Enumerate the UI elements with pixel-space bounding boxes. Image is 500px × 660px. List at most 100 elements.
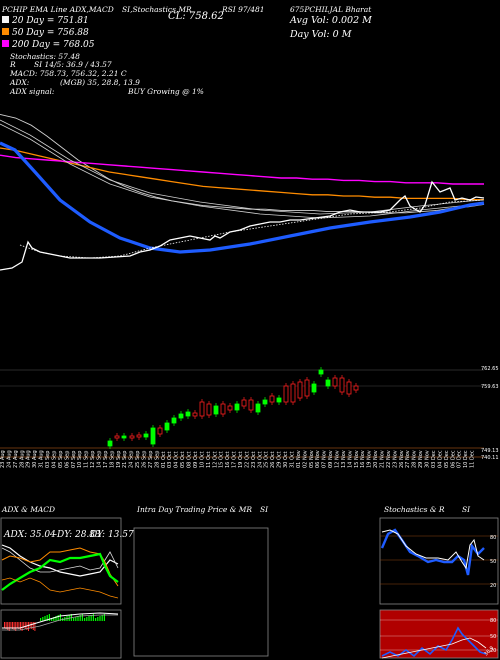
x-tick-label: 06 Sep <box>64 451 70 468</box>
x-tick-label: 29 Nov <box>418 450 424 468</box>
candle-body <box>290 383 296 403</box>
macd-histogram-bar <box>88 616 90 621</box>
candle-body <box>276 397 282 403</box>
x-tick-label: 29 Aug <box>26 450 32 468</box>
adx-values: (MGB) 35, 28.8, 13.9 <box>60 78 140 87</box>
macd-histogram-bar <box>7 622 9 630</box>
x-tick-label: 26 Sep <box>142 451 148 468</box>
macd-histogram-bar <box>31 622 33 629</box>
x-tick-label: 01 Nov <box>296 450 302 468</box>
x-tick-label: 17 Sep <box>103 451 109 468</box>
x-tick-label: 05 Sep <box>58 451 64 468</box>
x-tick-label: 03 Dec <box>431 450 437 468</box>
candle-body <box>157 427 163 435</box>
x-tick-label: 26 Nov <box>399 450 405 468</box>
header-line1-mid: SI,Stochastics,MR <box>122 5 192 14</box>
rsi-readout: SI 14/5: 36.9 / 43.57 <box>34 60 112 69</box>
adx-lines <box>1 544 119 599</box>
x-tick-label: 24 Sep <box>129 451 135 468</box>
x-tick-label: 15 Oct <box>219 451 225 468</box>
adx-orange-lower <box>1 577 119 599</box>
macd-histogram-bar <box>46 615 48 621</box>
macd-histogram-bar <box>24 622 26 629</box>
stoch-y-label: 80 <box>490 535 496 541</box>
y-tick-label: 762.65 <box>481 366 499 372</box>
signal-dotted-line <box>19 199 485 259</box>
x-tick-label: 21 Nov <box>380 450 386 468</box>
macd-histogram-bar <box>92 614 94 621</box>
candle-body <box>304 379 310 397</box>
stoch-d-line <box>381 529 485 570</box>
macd-histogram-bar <box>73 618 75 621</box>
stoch-subtitle: SI <box>462 505 471 514</box>
legend-200day: 200 Day = 768.05 <box>11 40 95 50</box>
macd-histogram-bar <box>95 618 97 621</box>
candle-body <box>332 377 338 387</box>
candle-body <box>297 381 303 399</box>
rsi-white-line <box>381 637 487 659</box>
candle-body <box>171 417 177 424</box>
adx-green-line <box>1 552 119 591</box>
legend-swatch-50day <box>2 28 9 35</box>
header-line1-right: 675PCHILJAL Bharat <box>290 5 372 14</box>
minus-di-readout: -DY: 28.83 <box>54 530 101 540</box>
x-tick-label: 08 Oct <box>187 451 193 468</box>
x-tick-label: 23 Aug <box>0 450 6 468</box>
x-tick-label: 29 Oct <box>277 451 283 468</box>
band-line-2 <box>0 123 485 219</box>
macd-histogram-bar <box>44 616 46 621</box>
macd-signal-line <box>2 614 118 631</box>
x-tick-label: 16 Nov <box>360 450 366 468</box>
day-vol: Day Vol: 0 M <box>289 29 352 40</box>
adx-signal-label: ADX signal: <box>9 87 55 96</box>
x-tick-label: 11 Sep <box>84 451 90 468</box>
y-tick-label: 740.11 <box>481 455 499 461</box>
adx-white-line <box>1 544 119 577</box>
legend-swatch-200day <box>2 40 9 47</box>
macd-histogram-bar <box>99 616 101 621</box>
x-tick-label: 07 Sep <box>71 451 77 468</box>
legend-20day: 20 Day = 751.81 <box>11 16 89 26</box>
macd-histogram-bar <box>15 622 17 631</box>
macd-lines <box>2 612 119 631</box>
candle-body <box>234 403 240 411</box>
candle-body <box>185 411 191 417</box>
candle-body <box>107 440 113 447</box>
x-tick-label: 11 Dec <box>470 450 476 468</box>
x-tick-label: 22 Oct <box>244 451 250 468</box>
macd-histogram-bar <box>48 614 50 621</box>
x-tick-label: 20 Nov <box>373 450 379 468</box>
candle-body <box>227 405 233 411</box>
macd-histogram-bar <box>32 622 34 630</box>
x-tick-label: 30 Aug <box>32 450 38 468</box>
x-tick-label: 23 Oct <box>251 451 257 468</box>
x-tick-label: 18 Sep <box>109 451 115 468</box>
stoch-y-label: 50 <box>490 559 496 565</box>
x-tick-label: 28 Aug <box>19 450 25 468</box>
macd-histogram-bar <box>84 618 86 621</box>
candle-body <box>255 403 261 413</box>
candle-body <box>121 435 127 439</box>
legend: 20 Day = 751.81 50 Day = 756.88 200 Day … <box>2 16 95 50</box>
candle-body <box>241 399 247 407</box>
rsi-y-label: 80 <box>490 618 496 624</box>
macd-histogram-bar <box>79 615 81 621</box>
moving-average-chart <box>0 113 485 271</box>
ema-line <box>0 141 485 254</box>
header-line1-mid2: RSI 97/481 <box>221 5 265 14</box>
adx-grey-line <box>1 547 119 573</box>
x-tick-label: 16 Oct <box>225 451 231 468</box>
macd-histogram-bar <box>40 618 42 621</box>
intraday-title: Intra Day Trading Price & MR <box>136 505 252 514</box>
stochastics-readout: Stochastics: 57.48 <box>10 52 80 61</box>
macd-histogram-bar <box>77 616 79 621</box>
plus-di-readout: DY: 13.57 <box>89 530 134 540</box>
macd-histogram-bar <box>28 622 29 631</box>
candle-body <box>129 435 135 439</box>
x-tick-label: 05 Nov <box>309 450 315 468</box>
adx-orange-line <box>1 547 119 587</box>
candle-body <box>325 379 331 387</box>
x-tick-label: 28 Nov <box>412 450 418 468</box>
x-tick-label: 24 Aug <box>6 450 12 468</box>
